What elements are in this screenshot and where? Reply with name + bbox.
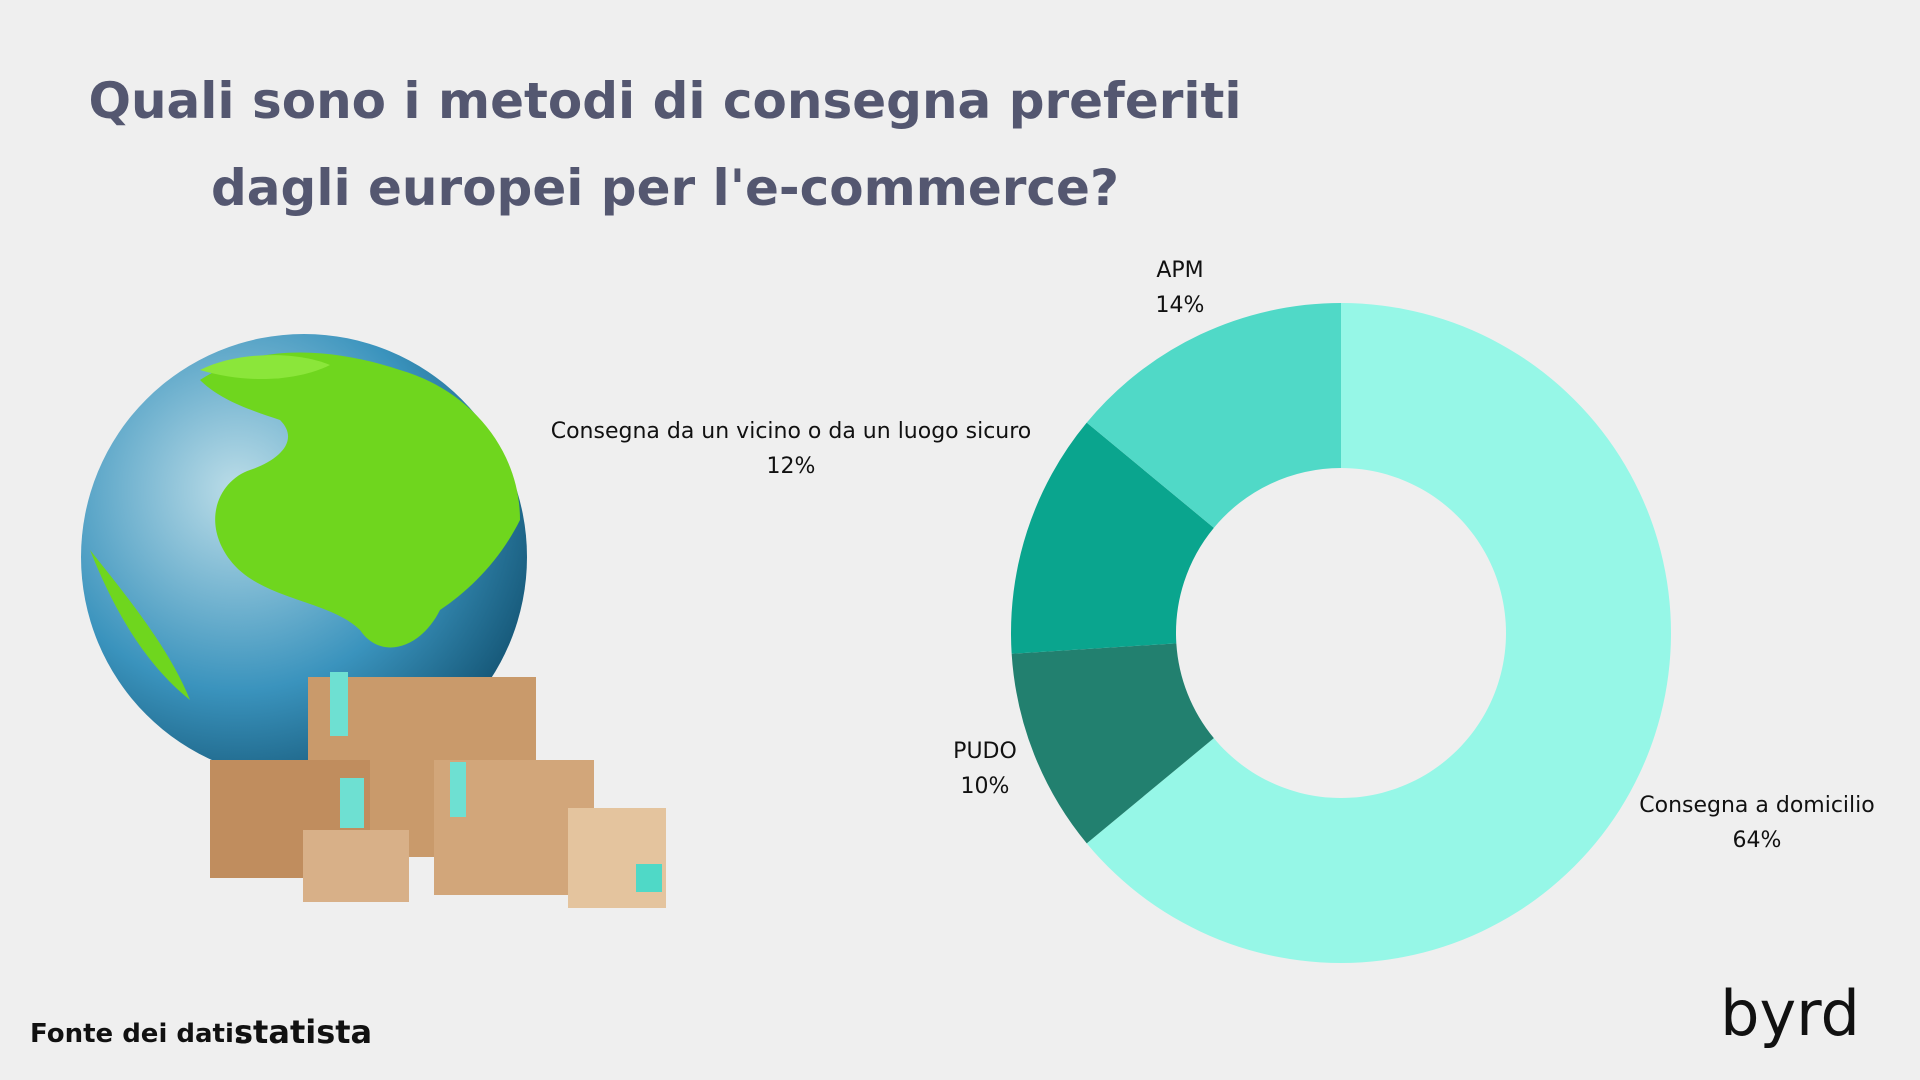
slice-value-label: 64% [1733, 828, 1782, 853]
globe-illustration [81, 334, 527, 780]
chart-title: Quali sono i metodi di consegna preferit… [88, 72, 1241, 130]
slice-value-label: 12% [767, 454, 816, 479]
slice-label: PUDO [953, 739, 1017, 764]
donut-slice [1086, 303, 1341, 528]
source-name: statista [234, 1013, 372, 1051]
slice-label: Consegna a domicilio [1639, 793, 1874, 818]
source-label: Fonte dei dati: [30, 1019, 244, 1049]
chart-title: dagli europei per l'e-commerce? [211, 159, 1119, 217]
donut-slice [1011, 643, 1214, 844]
slice-label: Consegna da un vicino o da un luogo sicu… [551, 419, 1032, 444]
logo: byrd [1720, 977, 1860, 1050]
donut-chart: Consegna a domicilio 64% PUDO 10% Consegna d… [551, 258, 1875, 964]
donut-slice [1011, 422, 1214, 654]
slice-value-label: 10% [961, 774, 1010, 799]
slice-value-label: 14% [1156, 293, 1205, 318]
slice-label: APM [1156, 258, 1203, 283]
boxes-illustration [210, 672, 666, 908]
donut-slice [1086, 303, 1671, 964]
